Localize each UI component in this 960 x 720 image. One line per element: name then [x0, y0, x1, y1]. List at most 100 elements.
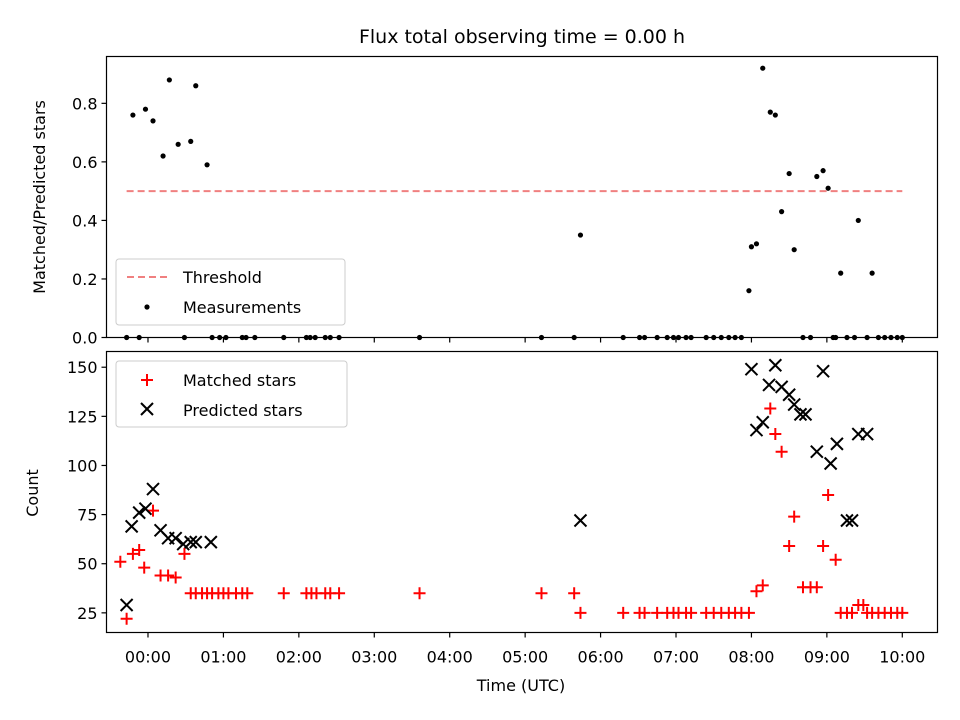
matched-star-point — [162, 569, 175, 582]
top-y-tick-label: 0.0 — [72, 329, 97, 348]
measurement-point — [204, 162, 210, 168]
bottom-y-tick-label: 150 — [67, 358, 98, 377]
matched-star-point — [651, 606, 664, 619]
measurement-point — [772, 112, 778, 118]
legend-matched-swatch — [141, 374, 153, 386]
predicted-star-point — [798, 407, 813, 422]
matched-star-point — [756, 579, 769, 592]
predicted-star-point — [204, 535, 218, 549]
matched-star-point — [846, 606, 859, 619]
chart-title: Flux total observing time = 0.00 h — [359, 26, 685, 48]
matched-star-point — [750, 585, 763, 598]
matched-star-point — [413, 587, 426, 600]
bottom-y-axis-label: Count — [23, 469, 42, 517]
bottom-legend-box — [115, 360, 348, 428]
matched-star-point — [178, 547, 191, 560]
matched-star-point — [568, 587, 581, 600]
bottom-x-tick-label: 08:00 — [728, 648, 774, 667]
bottom-x-tick-label: 09:00 — [804, 648, 850, 667]
matched-star-point — [617, 606, 630, 619]
matched-star-point — [685, 606, 698, 619]
bottom-x-tick-label: 06:00 — [578, 648, 624, 667]
legend-measurements-swatch — [144, 304, 150, 310]
top-legend-box — [115, 258, 346, 326]
measurement-point — [166, 77, 172, 83]
bottom-x-tick-label: 05:00 — [502, 648, 548, 667]
bottom-x-tick-label: 02:00 — [276, 648, 322, 667]
predicted-star-point — [762, 378, 776, 392]
measurement-point — [150, 118, 156, 124]
matched-star-point — [241, 587, 254, 600]
bottom-marks — [114, 358, 909, 625]
predicted-star-point — [810, 445, 824, 459]
measurement-point — [130, 112, 136, 118]
predicted-star-point — [749, 423, 764, 437]
top-y-axis-label: Matched/Predicted stars — [30, 100, 49, 294]
predicted-star-point — [793, 407, 808, 422]
matched-star-point — [133, 543, 146, 556]
predicted-star-point — [189, 535, 203, 549]
top-y-tick-label: 0.2 — [72, 270, 97, 289]
measurement-point — [838, 270, 844, 276]
measurement-point — [791, 247, 797, 253]
measurement-point — [767, 109, 773, 115]
bottom-x-tick-label: 10:00 — [879, 648, 925, 667]
predicted-star-point — [573, 513, 588, 528]
predicted-star-point — [823, 456, 838, 471]
predicted-star-point — [184, 535, 198, 549]
legend-matched-label: Matched stars — [183, 371, 296, 390]
measurement-point — [820, 168, 826, 174]
measurement-point — [779, 209, 785, 215]
measurement-point — [786, 170, 792, 177]
matched-star-point — [138, 561, 151, 574]
matched-star-point — [810, 581, 823, 594]
matched-star-point — [829, 553, 842, 566]
predicted-star-point — [138, 501, 153, 516]
measurement-point — [746, 288, 752, 294]
top-legend: Threshold Measurements — [115, 258, 346, 326]
measurement-point — [825, 185, 831, 191]
matched-star-point — [817, 540, 830, 553]
bottom-plot-frame — [105, 350, 939, 634]
measurement-point — [760, 65, 766, 71]
legend-measurements-label: Measurements — [183, 298, 301, 317]
bottom-y-tick-label: 50 — [77, 555, 97, 574]
predicted-star-point — [744, 362, 759, 376]
measurement-point — [188, 138, 194, 144]
bottom-x-tick-label: 07:00 — [653, 648, 699, 667]
measurement-point — [753, 241, 760, 247]
bottom-y-tick-label: 100 — [67, 456, 98, 475]
matched-star-point — [742, 606, 755, 619]
top-y-tick-label: 0.8 — [72, 94, 97, 113]
bottom-x-tick-label: 01:00 — [200, 648, 246, 667]
bottom-y-tick-label: 75 — [77, 506, 97, 525]
predicted-star-point — [816, 364, 830, 378]
matched-star-point — [147, 504, 160, 517]
legend-threshold-label: Threshold — [182, 268, 262, 287]
matched-star-point — [764, 402, 777, 415]
legend-predicted-swatch — [140, 402, 154, 416]
bottom-x-tick-label: 00:00 — [125, 648, 171, 667]
bottom-legend: Matched stars Predicted stars — [115, 360, 348, 428]
bottom-x-tick-label: 04:00 — [427, 648, 473, 667]
top-panel: Flux total observing time = 0.00 h Match… — [30, 26, 939, 348]
bottom-panel: Count Time (UTC) 25 50 75 100 125 150 00:00 01… — [23, 350, 939, 695]
bottom-x-tick-label: 03:00 — [351, 648, 397, 667]
bottom-y-ticks: 25 50 75 100 125 150 — [67, 358, 107, 623]
predicted-star-point — [840, 513, 854, 528]
predicted-star-point — [756, 415, 770, 429]
predicted-star-point — [845, 513, 859, 528]
matched-star-point — [574, 606, 587, 619]
bottom-y-tick-label: 25 — [77, 604, 97, 623]
matched-star-point — [535, 587, 548, 600]
matched-star-point — [126, 547, 139, 560]
matched-star-point — [120, 612, 133, 625]
top-y-tick-label: 0.4 — [72, 211, 97, 230]
matched-star-point — [788, 510, 801, 523]
matched-star-point — [638, 606, 651, 619]
matched-star-point — [333, 587, 346, 600]
measurement-point — [193, 83, 199, 89]
predicted-star-point — [119, 598, 134, 612]
top-y-ticks: 0.0 0.2 0.4 0.6 0.8 — [72, 94, 107, 348]
